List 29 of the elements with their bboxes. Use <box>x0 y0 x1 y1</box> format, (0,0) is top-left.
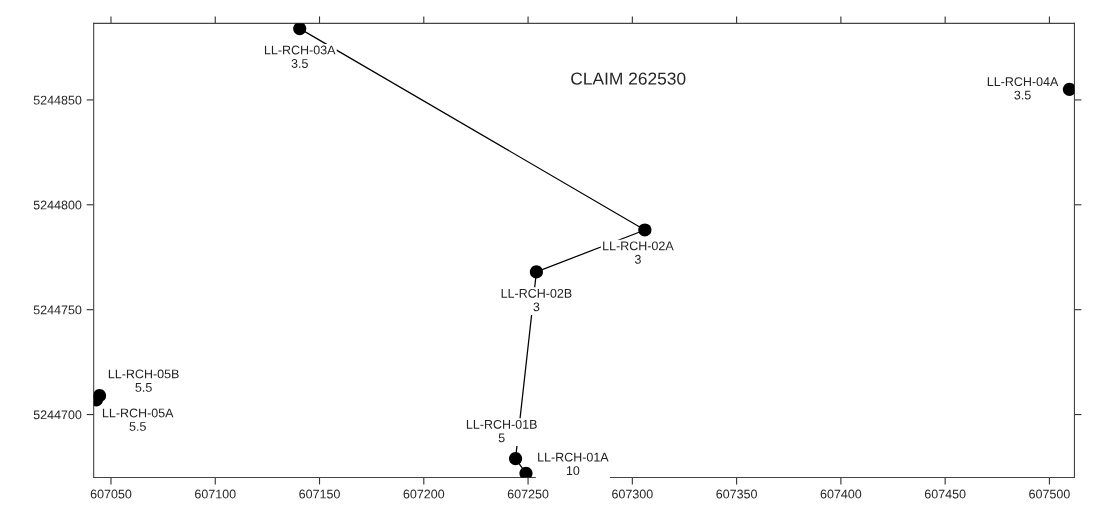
x-tick-label: 607350 <box>716 489 757 499</box>
annotation: LL-RCH-04A 3.5 <box>987 77 1059 100</box>
x-tick-label: 607150 <box>299 489 340 499</box>
point <box>519 466 533 478</box>
y-tick-label: 5244800 <box>33 200 82 210</box>
annotation: LL-RCH-05A 5.5 <box>102 408 174 431</box>
annotation: LL-RCH-01A 10 <box>538 452 609 476</box>
point <box>508 452 523 466</box>
x-tick-label: 607200 <box>403 489 445 499</box>
y-tick-label: 5244850 <box>33 95 82 105</box>
annotation: LL-RCH-05B 5.5 <box>108 369 179 392</box>
point <box>529 265 543 279</box>
x-tick-label: 607450 <box>924 489 966 499</box>
x-tick-label: 607100 <box>195 489 236 499</box>
annotation: LL-RCH-02B 3 <box>501 288 572 312</box>
x-tick-label: 607050 <box>90 489 132 499</box>
annotation: LL-RCH-01B 5 <box>466 419 537 443</box>
y-tick-label: 5244750 <box>33 305 82 315</box>
annotation: LL-RCH-02A 3 <box>603 241 674 264</box>
y-tick-label: 5244700 <box>33 410 82 420</box>
x-tick-label: 607400 <box>820 489 862 499</box>
x-tick-label: 607300 <box>612 489 653 499</box>
point <box>293 23 307 36</box>
point <box>1062 82 1075 97</box>
x-tick-label: 607500 <box>1029 489 1070 499</box>
x-tick-label: 607250 <box>507 489 549 499</box>
annotation: LL-RCH-03A 3.5 <box>264 45 336 68</box>
annotation: CLAIM 262530 <box>571 72 686 85</box>
point <box>638 223 652 237</box>
